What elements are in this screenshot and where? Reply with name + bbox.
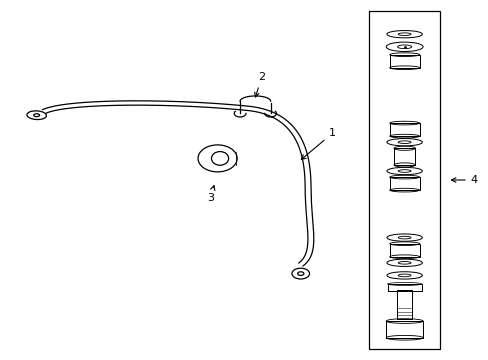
Bar	[389, 244, 419, 257]
Text: 1: 1	[301, 128, 335, 159]
Text: 4: 4	[450, 175, 477, 185]
Text: 3: 3	[206, 186, 214, 203]
Bar	[396, 290, 411, 319]
Bar	[386, 321, 422, 338]
Bar	[368, 11, 439, 349]
Bar	[393, 148, 414, 165]
Bar	[389, 123, 419, 136]
Bar	[389, 177, 419, 190]
Bar	[389, 55, 419, 68]
Bar	[387, 284, 421, 291]
Text: 2: 2	[254, 72, 264, 97]
